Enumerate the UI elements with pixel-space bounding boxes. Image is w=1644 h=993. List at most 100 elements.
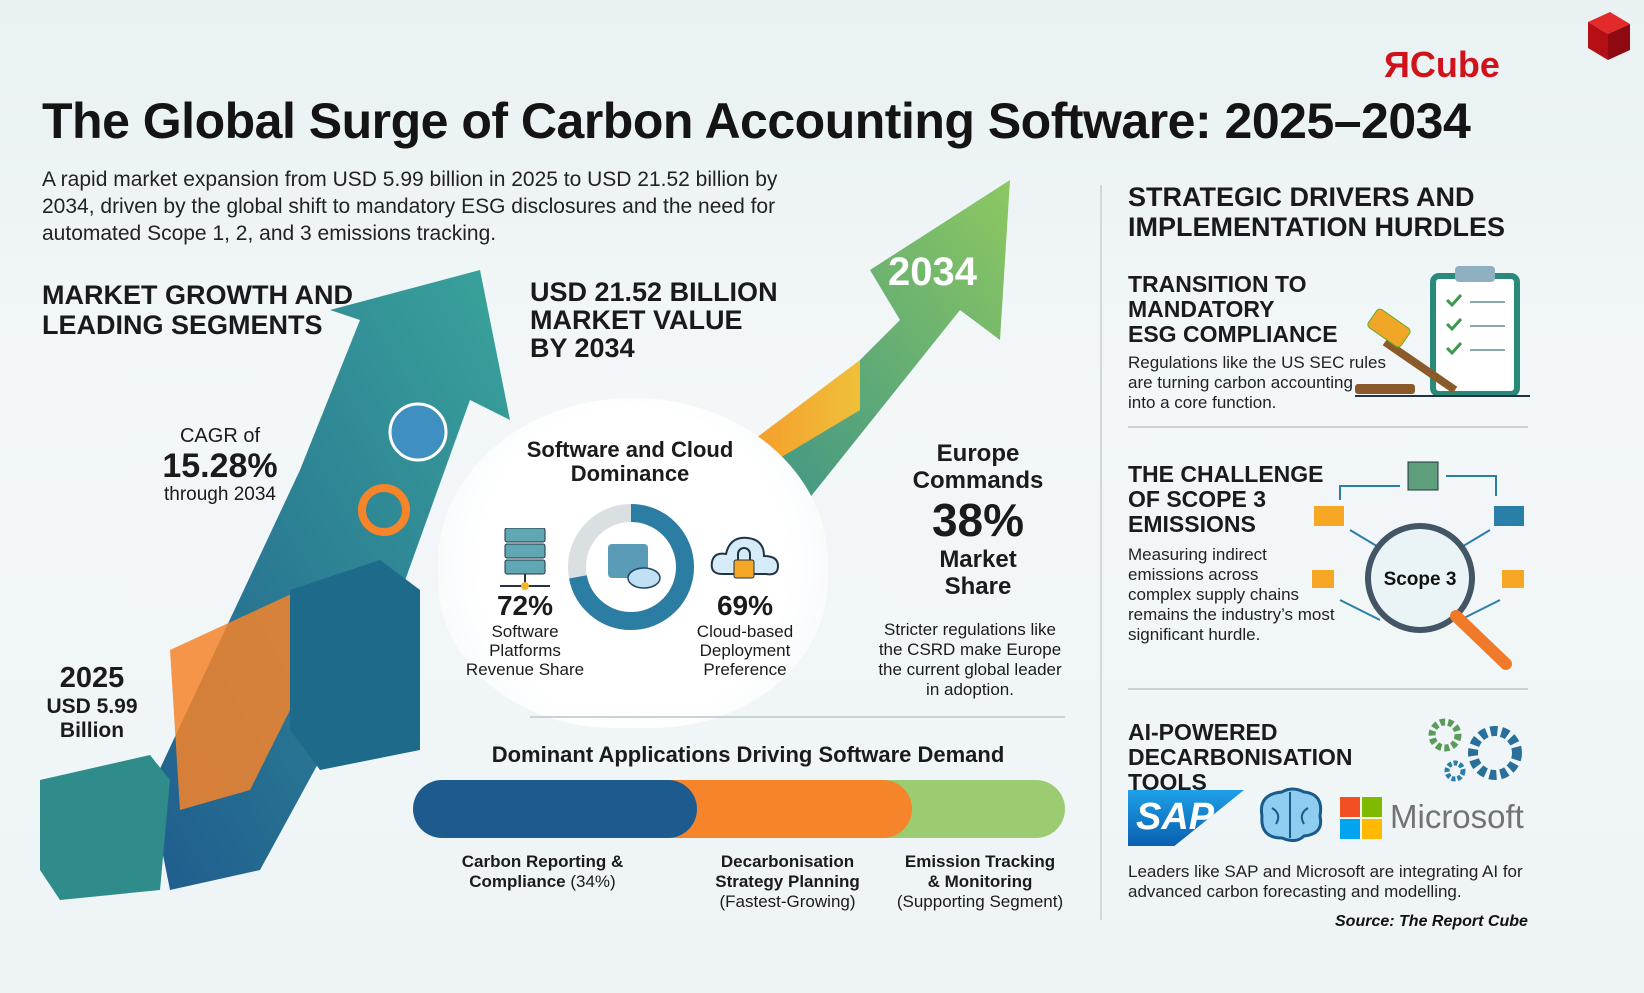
cloud-label: Deployment — [699, 641, 791, 660]
item-desc: complex supply chains — [1128, 585, 1300, 604]
end-value-line: USD 21.52 BILLION — [530, 277, 778, 307]
cloud-lock-icon — [710, 536, 780, 579]
end-value-line: BY 2034 — [530, 333, 635, 363]
europe-label: Commands — [912, 467, 1044, 494]
item-title: AI-POWERED — [1128, 719, 1278, 745]
circle-title: Software and Cloud Dominance — [500, 438, 760, 486]
europe-label: Market — [939, 546, 1017, 573]
segment-label: Decarbonisation Strategy Planning (Faste… — [700, 852, 875, 912]
title-line: Dominance — [570, 461, 690, 486]
end-year-label: 2034 — [888, 250, 977, 294]
segment-note: (34%) — [570, 872, 616, 891]
europe-pct: 38% — [931, 494, 1025, 546]
segment-decarbonisation — [668, 780, 912, 838]
cagr-suffix: through 2034 — [164, 484, 276, 505]
start-value: USD 5.99 — [46, 695, 138, 718]
heading-line: IMPLEMENTATION HURDLES — [1128, 212, 1505, 242]
segment-name: Carbon Reporting & — [461, 852, 624, 871]
segment-name: Emission Tracking — [904, 852, 1056, 871]
item-desc: Regulations like the US SEC rules — [1128, 353, 1386, 372]
europe-label: Europe — [936, 440, 1020, 467]
start-value-stat: 2025 USD 5.99 Billion — [32, 662, 152, 743]
item-desc: are turning carbon accounting — [1128, 373, 1353, 392]
desc-line: the current global leader — [878, 660, 1062, 679]
donut-arc — [568, 504, 694, 630]
segment-label: Emission Tracking & Monitoring (Supporti… — [885, 852, 1075, 912]
cloud-pct: 69% — [716, 590, 774, 621]
europe-description: Stricter regulations like the CSRD make … — [860, 620, 1080, 700]
source-note: Source: The Report Cube — [1335, 913, 1528, 930]
software-share-donut — [568, 504, 694, 630]
ai-tools-desc: Leaders like SAP and Microsoft are integ… — [1128, 862, 1548, 902]
segment-label: Carbon Reporting & Compliance (34%) — [450, 852, 635, 892]
heading-line: MARKET GROWTH AND — [42, 280, 353, 310]
desc-line: Stricter regulations like — [884, 620, 1056, 639]
desc-line: in adoption. — [926, 680, 1014, 699]
software-pct: 72% — [496, 590, 554, 621]
scope3-item: THE CHALLENGE OF SCOPE 3 EMISSIONS Measu… — [1128, 462, 1348, 645]
item-desc: significant hurdle. — [1128, 625, 1261, 644]
divider — [1128, 688, 1528, 690]
item-desc: Measuring indirect — [1128, 545, 1267, 564]
applications-title: Dominant Applications Driving Software D… — [491, 742, 1005, 767]
item-desc: advanced carbon forecasting and modellin… — [1128, 882, 1462, 901]
software-label: Platforms — [489, 641, 561, 660]
start-year: 2025 — [59, 662, 125, 694]
gavel-clipboard-icon — [1355, 266, 1530, 397]
cloud-stat: 69% Cloud-based Deployment Preference — [675, 590, 815, 679]
end-value-heading: USD 21.52 BILLION MARKET VALUE BY 2034 — [530, 278, 778, 362]
cloud-label: Cloud-based — [696, 622, 794, 641]
segment-note: (Fastest-Growing) — [719, 892, 856, 911]
brain-icon — [1259, 787, 1323, 843]
cloud-label: Preference — [703, 660, 787, 679]
item-title: ESG COMPLIANCE — [1128, 321, 1338, 347]
microsoft-logo-text: Microsoft — [1390, 798, 1524, 835]
segment-note: (Supporting Segment) — [896, 892, 1064, 911]
segment-name: Decarbonisation — [720, 852, 855, 871]
sap-logo-text: SAP — [1136, 796, 1215, 838]
title-line: Software and Cloud — [526, 437, 734, 462]
item-desc: Leaders like SAP and Microsoft are integ… — [1128, 862, 1523, 881]
item-desc: remains the industry’s most — [1128, 605, 1335, 624]
software-label: Revenue Share — [465, 660, 585, 679]
divider — [530, 716, 1065, 718]
europe-stat: Europe Commands 38% Market Share — [880, 440, 1076, 600]
applications-bar — [413, 780, 1065, 838]
sap-logo: SAP — [1128, 790, 1244, 846]
segment-carbon-reporting — [413, 780, 697, 838]
market-growth-heading: MARKET GROWTH AND LEADING SEGMENTS — [42, 280, 353, 340]
logo-text: ЯCube — [1384, 44, 1500, 85]
gears-icon — [1428, 718, 1522, 782]
heading-line: LEADING SEGMENTS — [42, 310, 323, 340]
segment-emission-tracking — [883, 780, 1065, 838]
microsoft-logo — [1340, 797, 1382, 839]
start-value-unit: Billion — [59, 719, 125, 742]
item-title: THE CHALLENGE — [1128, 461, 1324, 487]
magnifier-supply-chain-icon: Scope 3 — [1312, 461, 1524, 670]
page-title: The Global Surge of Carbon Accounting So… — [42, 93, 1471, 149]
subtitle: A rapid market expansion from USD 5.99 b… — [42, 168, 778, 245]
item-title: OF SCOPE 3 — [1128, 486, 1267, 512]
cagr-value: 15.28% — [162, 447, 278, 485]
cagr-label: CAGR of — [179, 425, 261, 447]
ai-tools-item: AI-POWERED DECARBONISATION TOOLS — [1128, 720, 1428, 795]
software-stat: 72% Software Platforms Revenue Share — [455, 590, 595, 679]
cagr-stat: CAGR of 15.28% through 2034 — [140, 425, 300, 506]
software-label: Software — [491, 622, 559, 641]
divider — [1128, 426, 1528, 428]
item-desc: into a core function. — [1128, 393, 1277, 412]
server-icon — [500, 528, 550, 590]
europe-label: Share — [944, 573, 1012, 600]
item-desc: emissions across — [1128, 565, 1259, 584]
item-title: EMISSIONS — [1128, 511, 1256, 537]
heading-line: STRATEGIC DRIVERS AND — [1128, 182, 1475, 212]
column-divider — [1100, 185, 1102, 920]
end-value-line: MARKET VALUE — [530, 305, 743, 335]
cube-logo-icon — [1588, 12, 1630, 60]
segment-name: & Monitoring — [927, 872, 1033, 891]
segment-name: Compliance — [469, 872, 566, 891]
logo: ЯCube — [1384, 12, 1640, 85]
esg-compliance-item: TRANSITION TO MANDATORY ESG COMPLIANCE R… — [1128, 272, 1428, 413]
item-title: TRANSITION TO MANDATORY — [1128, 271, 1307, 322]
scope3-badge: Scope 3 — [1384, 569, 1457, 590]
